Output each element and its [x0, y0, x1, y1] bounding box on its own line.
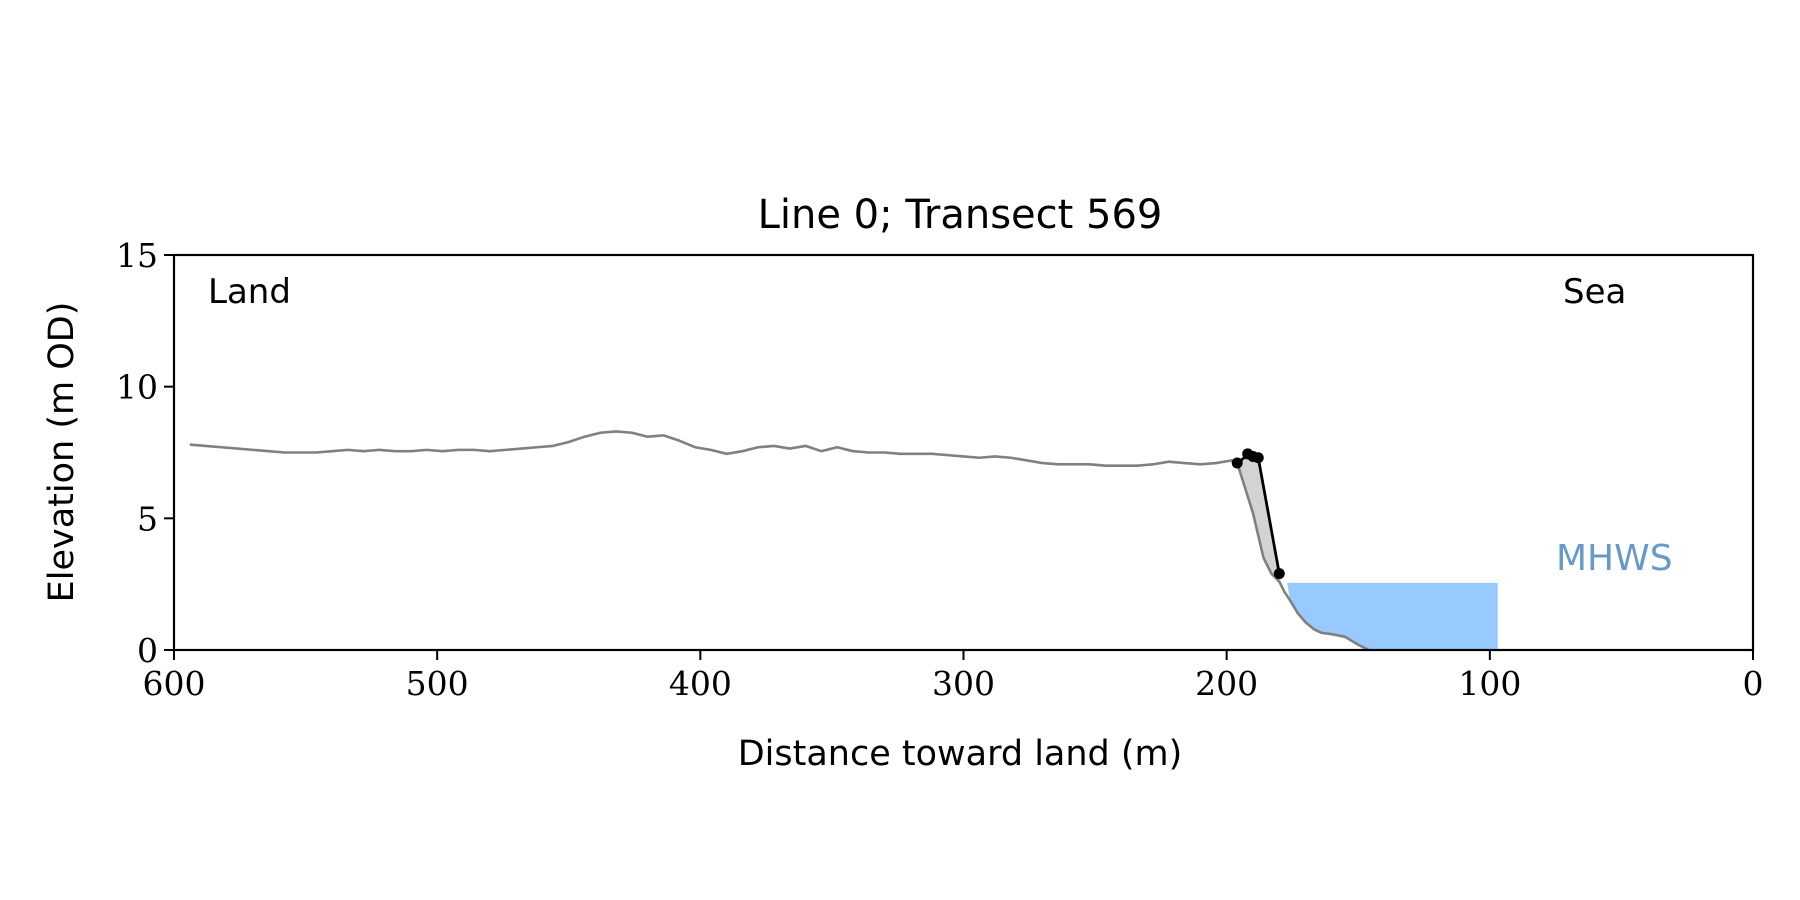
- cliff-shaded-area: [1237, 455, 1280, 582]
- mhws-label: MHWS: [1556, 538, 1673, 579]
- x-tick-label: 400: [669, 664, 732, 703]
- x-tick-label: 600: [143, 664, 206, 703]
- cliff-point: [1252, 452, 1264, 464]
- x-tick-label: 300: [932, 664, 995, 703]
- profile-line: [189, 430, 1370, 652]
- y-tick-label: 0: [137, 631, 158, 670]
- sea-label: Sea: [1563, 272, 1626, 312]
- x-axis-label: Distance toward land (m): [738, 734, 1183, 774]
- chart-title: Line 0; Transect 569: [758, 192, 1163, 238]
- y-tick-label: 10: [116, 368, 158, 407]
- x-tick-label: 200: [1195, 664, 1258, 703]
- x-axis: 600 500 400 300 200 100 0: [143, 650, 1764, 703]
- y-tick-label: 15: [116, 236, 158, 275]
- x-tick-label: 100: [1458, 664, 1521, 703]
- y-tick-label: 5: [137, 499, 158, 538]
- cliff-point: [1231, 457, 1243, 469]
- x-tick-label: 0: [1743, 664, 1764, 703]
- mhws-water-fill: [1287, 582, 1498, 650]
- y-axis: 0 5 10 15: [116, 236, 174, 670]
- cliff-point: [1273, 568, 1285, 580]
- land-label: Land: [208, 272, 291, 312]
- plot-layer: [189, 430, 1498, 652]
- y-axis-label: Elevation (m OD): [42, 302, 82, 603]
- plot-frame: [172, 253, 1755, 652]
- x-tick-label: 500: [406, 664, 469, 703]
